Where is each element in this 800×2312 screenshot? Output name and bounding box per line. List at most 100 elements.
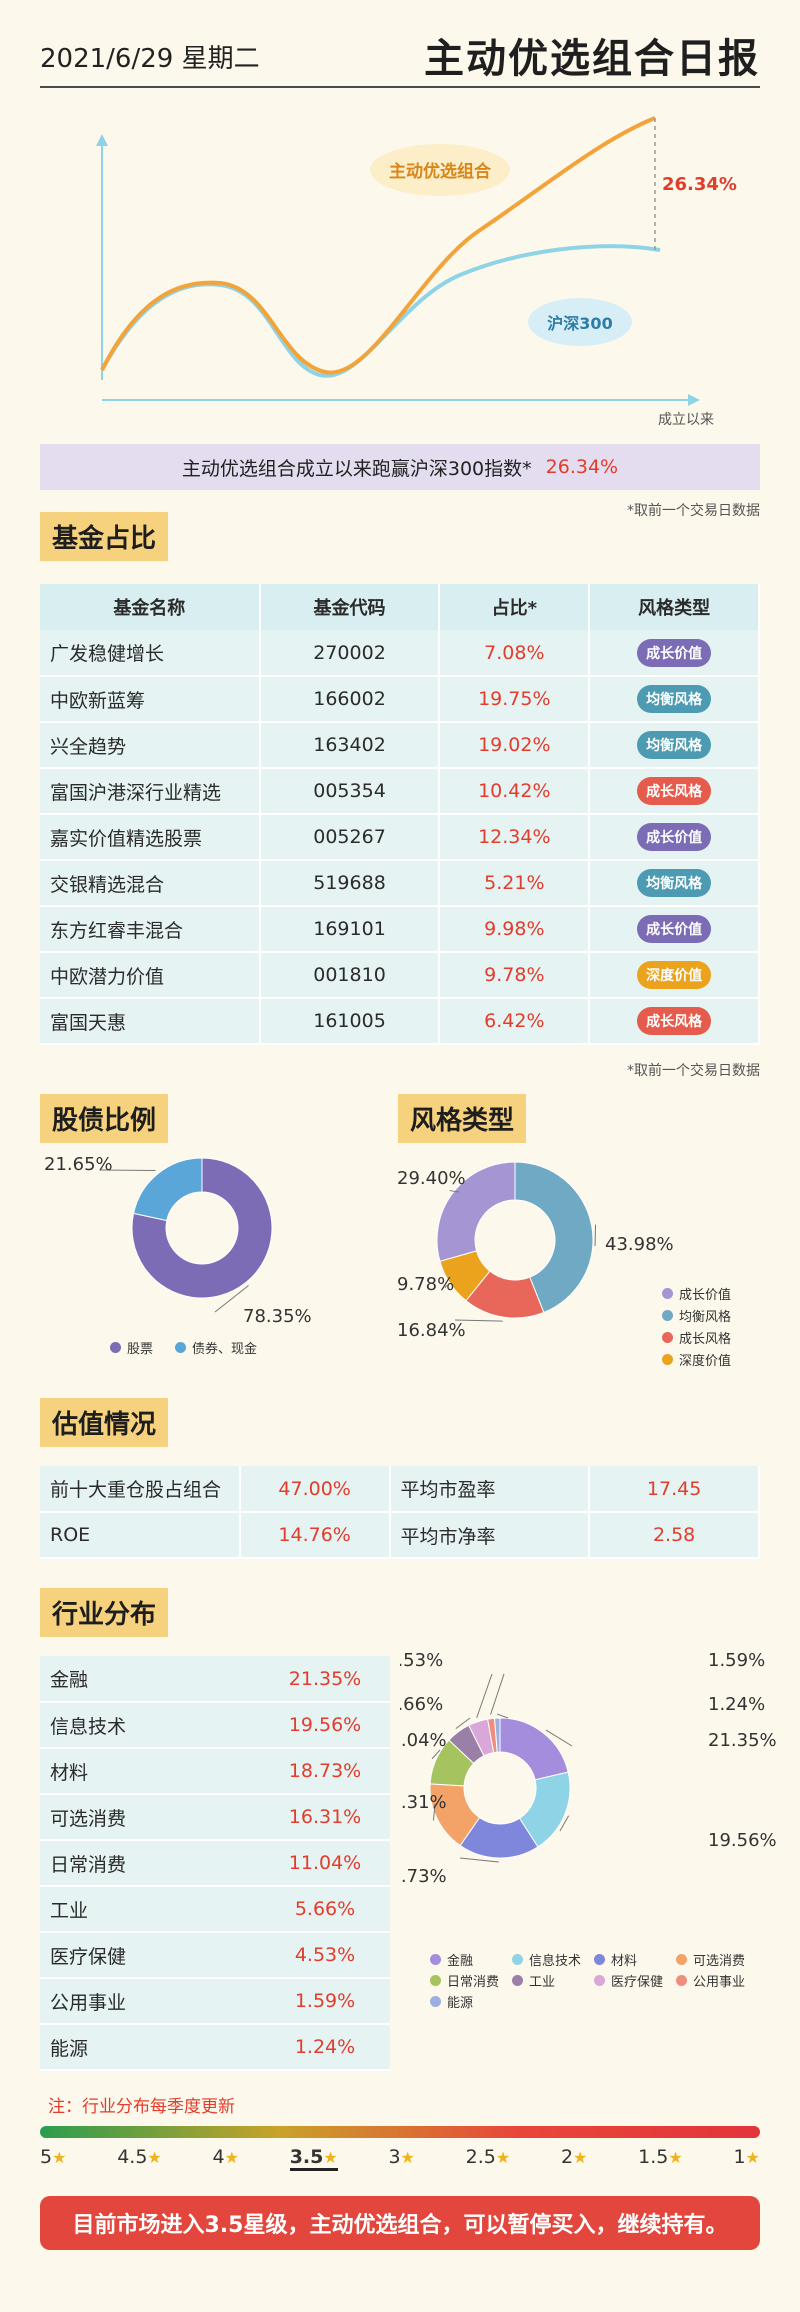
industry-name: 日常消费 xyxy=(40,1840,260,1887)
table-row: 信息技术 19.56% xyxy=(40,1702,390,1749)
star-icon: ★ xyxy=(52,2148,67,2167)
table-row: 工业 5.66% xyxy=(40,1886,390,1933)
industry-name: 医疗保健 xyxy=(40,1932,260,1979)
legend-label: 工业 xyxy=(529,1975,556,1990)
slice-label: 21.35% xyxy=(708,1730,777,1751)
table-row: 富国天惠 161005 6.42% 成长风格 xyxy=(40,998,760,1045)
fund-style-cell: 成长风格 xyxy=(589,998,760,1045)
fund-code: 270002 xyxy=(259,630,441,677)
index-label: 沪深300 xyxy=(547,314,612,333)
pie-slice xyxy=(132,1157,203,1222)
industry-pie: 21.35% 19.56% 18.73% 16.31% 11.04% 5.66% 4.53%… xyxy=(400,1650,777,1887)
industry-name: 能源 xyxy=(40,2024,260,2071)
fund-name: 嘉实价值精选股票 xyxy=(40,814,261,861)
industry-percentage: 5.66% xyxy=(260,1886,390,1933)
legend-label: 金融 xyxy=(447,1954,474,1969)
fund-name: 富国沪港深行业精选 xyxy=(40,768,261,815)
legend-dot xyxy=(594,1954,605,1965)
industry-percentage: 1.59% xyxy=(260,1978,390,2025)
star-icon: ★ xyxy=(323,2148,338,2167)
star-icon: ★ xyxy=(745,2148,760,2167)
pie-slice xyxy=(499,1717,569,1781)
rating-scale: 5★ 4.5★ 4★ 3.5★ 3★ 2.5★ 2★ 1.5★ 1★ xyxy=(40,2146,760,2171)
legend-item: 信息技术 xyxy=(512,1950,594,1969)
legend-dot xyxy=(662,1354,673,1365)
fund-code: 169101 xyxy=(259,906,441,953)
slice-label: 29.40% xyxy=(397,1168,466,1189)
portfolio-label: 主动优选组合 xyxy=(389,161,492,182)
rating-value: 2.5 xyxy=(465,2146,496,2168)
fund-style-cell: 均衡风格 xyxy=(589,722,760,769)
valuation-key: 前十大重仓股占组合 xyxy=(40,1466,241,1513)
industry-percentage: 11.04% xyxy=(260,1840,390,1887)
style-badge: 成长风格 xyxy=(637,1007,712,1035)
rating-level: 5★ xyxy=(40,2146,66,2171)
fund-code: 166002 xyxy=(259,676,441,723)
fund-name: 交银精选混合 xyxy=(40,860,261,907)
legend-dot xyxy=(676,1954,687,1965)
slice-label: 1.24% xyxy=(708,1694,765,1715)
leader-line xyxy=(459,1857,499,1863)
fund-code: 001810 xyxy=(259,952,441,999)
portfolio-line xyxy=(100,116,656,375)
valuation-row: 前十大重仓股占组合 47.00% 平均市盈率 17.45 xyxy=(40,1466,760,1513)
valuation-table: 前十大重仓股占组合 47.00% 平均市盈率 17.45 ROE 14.76% … xyxy=(40,1466,760,1559)
industry-table: 金融 21.35% 信息技术 19.56% 材料 18.73% 可选消费 16.31% 日常消费… xyxy=(40,1656,390,2071)
rating-level: 4.5★ xyxy=(117,2146,162,2171)
table-row: 医疗保健 4.53% xyxy=(40,1932,390,1979)
table-row: 金融 21.35% xyxy=(40,1656,390,1703)
star-icon: ★ xyxy=(224,2148,239,2167)
index-label-bubble xyxy=(528,298,632,346)
slice-label: 43.98% xyxy=(605,1234,674,1255)
legend-label: 深度价值 xyxy=(679,1354,732,1369)
legend-label: 债券、现金 xyxy=(192,1342,258,1357)
legend-dot xyxy=(662,1310,673,1321)
fund-name: 富国天惠 xyxy=(40,998,261,1045)
industry-percentage: 1.24% xyxy=(260,2024,390,2071)
valuation-tag: 估值情况 xyxy=(40,1398,169,1447)
rating-level: 2.5★ xyxy=(466,2146,511,2171)
leader-line xyxy=(476,1673,493,1718)
legend-item: 医疗保健 xyxy=(594,1971,676,1990)
rating-value: 2 xyxy=(560,2146,574,2168)
leader-line xyxy=(545,1729,573,1747)
data-note-2: *取前一个交易日数据 xyxy=(627,1063,760,1079)
legend-item: 工业 xyxy=(512,1971,594,1990)
leader-line xyxy=(496,1713,509,1719)
legend-item: 日常消费 xyxy=(430,1971,512,1990)
valuation-key: 平均市盈率 xyxy=(389,1466,591,1513)
slice-label: 1.59% xyxy=(708,1650,765,1671)
fund-style-cell: 成长风格 xyxy=(589,768,760,815)
leader-line xyxy=(455,1717,471,1730)
table-row: 日常消费 11.04% xyxy=(40,1840,390,1887)
table-row: 能源 1.24% xyxy=(40,2024,390,2071)
industry-name: 公用事业 xyxy=(40,1978,260,2025)
col-header: 基金名称 xyxy=(40,584,261,630)
legend-label: 可选消费 xyxy=(693,1954,746,1969)
slice-label: 16.84% xyxy=(397,1320,466,1341)
fund-style-cell: 成长价值 xyxy=(589,814,760,861)
rating-gradient-bar xyxy=(40,2126,760,2138)
table-row: 材料 18.73% xyxy=(40,1748,390,1795)
industry-percentage: 16.31% xyxy=(260,1794,390,1841)
fund-name: 兴全趋势 xyxy=(40,722,261,769)
legend-item: 可选消费 xyxy=(676,1950,758,1969)
industry-name: 工业 xyxy=(40,1886,260,1933)
style-badge: 均衡风格 xyxy=(637,685,712,713)
rating-value: 3 xyxy=(388,2146,401,2168)
col-header: 风格类型 xyxy=(589,584,760,630)
legend-item: 材料 xyxy=(594,1950,676,1969)
legend-label: 能源 xyxy=(447,1996,474,2011)
rating-value: 5 xyxy=(40,2146,53,2168)
style-legend: 成长价值 均衡风格 成长风格 深度价值 xyxy=(662,1284,731,1369)
rating-level: 2★ xyxy=(561,2146,587,2171)
legend-label: 材料 xyxy=(611,1954,638,1969)
legend-label: 公用事业 xyxy=(693,1975,746,1990)
valuation-row: ROE 14.76% 平均市净率 2.58 xyxy=(40,1512,760,1559)
fund-percentage: 19.75% xyxy=(439,676,591,723)
data-note: *取前一个交易日数据 xyxy=(627,503,760,519)
y-axis-arrow xyxy=(96,134,108,146)
fund-code: 163402 xyxy=(259,722,441,769)
slice-label: 19.56% xyxy=(708,1830,777,1851)
report-date: 2021/6/29 星期二 xyxy=(40,44,260,74)
